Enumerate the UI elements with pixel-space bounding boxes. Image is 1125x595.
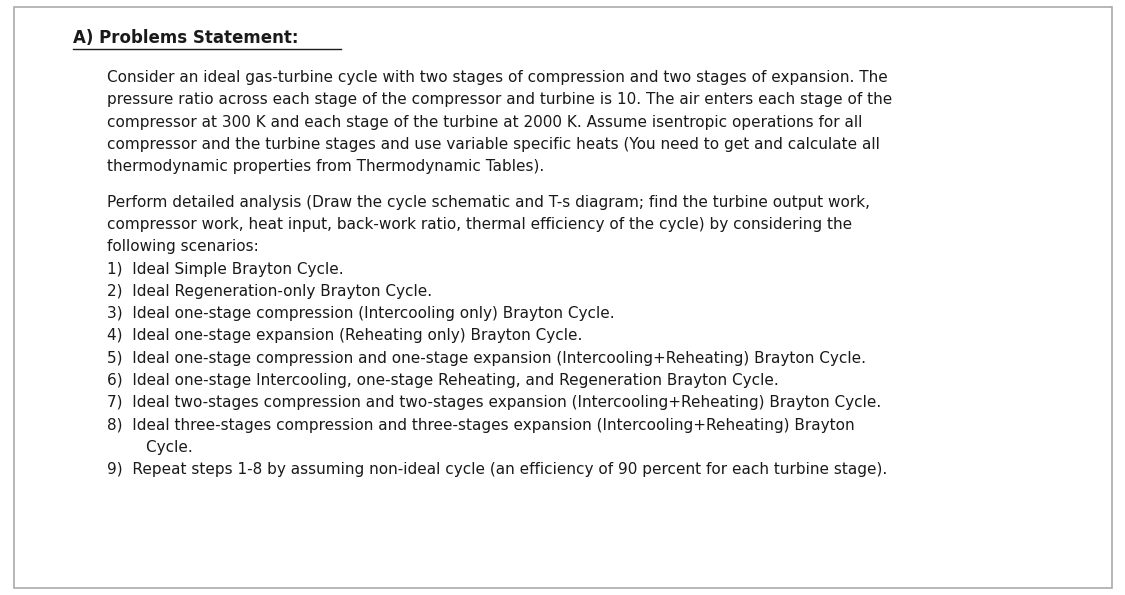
Text: thermodynamic properties from Thermodynamic Tables).: thermodynamic properties from Thermodyna… — [107, 159, 544, 174]
Text: Cycle.: Cycle. — [107, 440, 192, 455]
Text: 4)  Ideal one-stage expansion (Reheating only) Brayton Cycle.: 4) Ideal one-stage expansion (Reheating … — [107, 328, 583, 343]
Text: 8)  Ideal three-stages compression and three-stages expansion (Intercooling+Rehe: 8) Ideal three-stages compression and th… — [107, 418, 855, 433]
Text: compressor at 300 K and each stage of the turbine at 2000 K. Assume isentropic o: compressor at 300 K and each stage of th… — [107, 114, 862, 130]
Text: 9)  Repeat steps 1-8 by assuming non-ideal cycle (an efficiency of 90 percent fo: 9) Repeat steps 1-8 by assuming non-idea… — [107, 462, 888, 477]
Text: compressor and the turbine stages and use variable specific heats (You need to g: compressor and the turbine stages and us… — [107, 137, 880, 152]
Text: pressure ratio across each stage of the compressor and turbine is 10. The air en: pressure ratio across each stage of the … — [107, 92, 892, 107]
Text: 1)  Ideal Simple Brayton Cycle.: 1) Ideal Simple Brayton Cycle. — [107, 261, 343, 277]
Text: A) Problems Statement:: A) Problems Statement: — [73, 29, 298, 46]
Text: following scenarios:: following scenarios: — [107, 239, 259, 254]
Text: 2)  Ideal Regeneration-only Brayton Cycle.: 2) Ideal Regeneration-only Brayton Cycle… — [107, 284, 432, 299]
FancyBboxPatch shape — [14, 7, 1112, 588]
Text: 7)  Ideal two-stages compression and two-stages expansion (Intercooling+Reheatin: 7) Ideal two-stages compression and two-… — [107, 395, 881, 411]
Text: 3)  Ideal one-stage compression (Intercooling only) Brayton Cycle.: 3) Ideal one-stage compression (Intercoo… — [107, 306, 614, 321]
Text: 6)  Ideal one-stage Intercooling, one-stage Reheating, and Regeneration Brayton : 6) Ideal one-stage Intercooling, one-sta… — [107, 373, 778, 388]
Text: Consider an ideal gas-turbine cycle with two stages of compression and two stage: Consider an ideal gas-turbine cycle with… — [107, 70, 888, 85]
Text: compressor work, heat input, back-work ratio, thermal efficiency of the cycle) b: compressor work, heat input, back-work r… — [107, 217, 852, 232]
Text: 5)  Ideal one-stage compression and one-stage expansion (Intercooling+Reheating): 5) Ideal one-stage compression and one-s… — [107, 350, 866, 366]
Text: Perform detailed analysis (Draw the cycle schematic and T-s diagram; find the tu: Perform detailed analysis (Draw the cycl… — [107, 195, 870, 209]
